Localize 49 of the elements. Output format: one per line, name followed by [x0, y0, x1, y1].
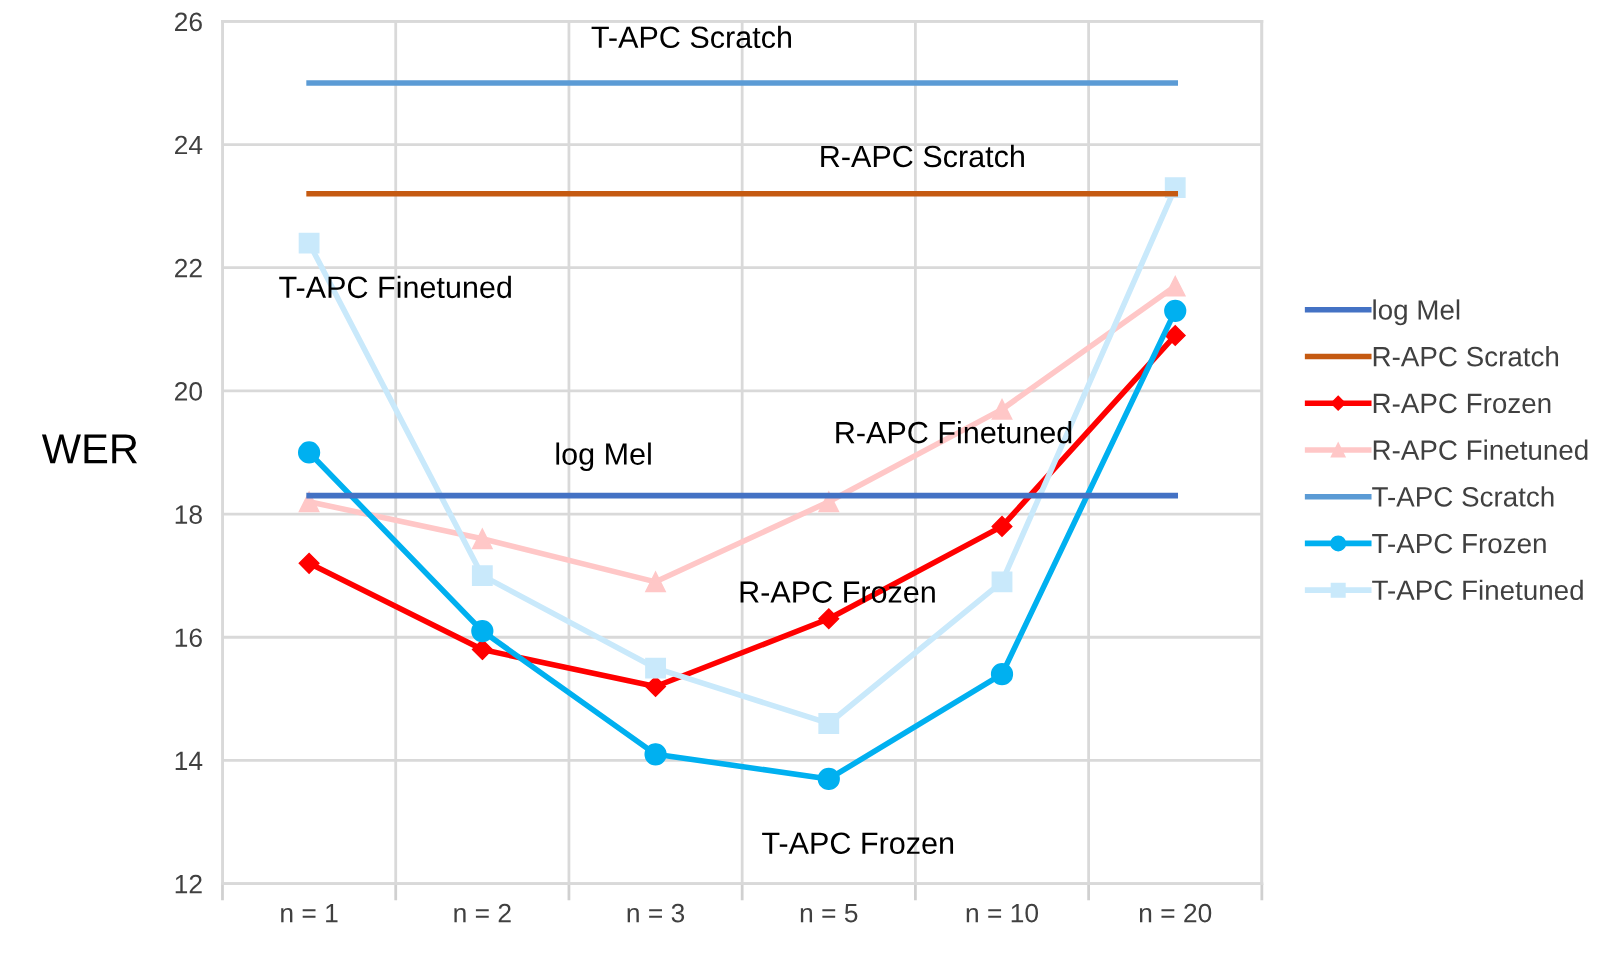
x-tick-label: n = 20 — [1139, 903, 1212, 923]
point — [817, 767, 840, 791]
y-tick-label: 12 — [175, 874, 202, 894]
point — [298, 232, 320, 254]
y-axis-title: WER — [41, 434, 138, 464]
legend-label: T-APC Finetuned — [1372, 579, 1583, 601]
point — [991, 515, 1013, 537]
y-tick-label: 14 — [175, 751, 203, 770]
y-tick-label: 24 — [175, 135, 203, 155]
text: T-APC Scratch — [591, 25, 791, 49]
point — [298, 552, 320, 574]
point — [471, 639, 493, 661]
x-tick-label: n = 2 — [454, 903, 511, 923]
point — [1164, 275, 1186, 297]
y-tick-label: 20 — [175, 382, 203, 401]
text: R-APC Scratch — [821, 144, 1024, 168]
point — [645, 676, 667, 698]
point — [645, 571, 666, 593]
point — [297, 441, 321, 464]
point — [1164, 299, 1187, 322]
point — [991, 571, 1013, 593]
point — [644, 743, 667, 766]
y-tick-label: 18 — [175, 505, 202, 524]
point — [1164, 324, 1186, 346]
text: log Mel — [556, 442, 651, 471]
point — [645, 657, 666, 679]
point — [471, 528, 493, 550]
point — [991, 398, 1013, 420]
point — [471, 565, 493, 587]
x-tick-label: n = 3 — [627, 903, 685, 923]
x-tick-label: n = 10 — [966, 903, 1039, 923]
point — [990, 663, 1014, 686]
legend-label: T-APC Scratch — [1372, 486, 1554, 507]
text: T-APC Frozen — [762, 832, 954, 855]
x-tick-label: n = 5 — [800, 904, 858, 923]
text: T-APC Finetuned — [279, 275, 511, 299]
legend-label: log Mel — [1373, 299, 1460, 326]
text: R-APC Finetuned — [836, 421, 1072, 444]
point — [818, 608, 840, 630]
legend-label: R-APC Finetuned — [1373, 439, 1588, 460]
legend-label: R-APC Scratch — [1373, 346, 1559, 367]
legend-label: T-APC Frozen — [1372, 533, 1546, 554]
point — [471, 619, 494, 643]
x-tick-label: n = 1 — [281, 904, 338, 923]
y-tick-label: 16 — [175, 628, 202, 648]
legend-label: R-APC Frozen — [1373, 393, 1551, 414]
y-tick-label: 22 — [175, 258, 202, 278]
point — [818, 713, 840, 734]
y-tick-label: 26 — [175, 12, 202, 32]
